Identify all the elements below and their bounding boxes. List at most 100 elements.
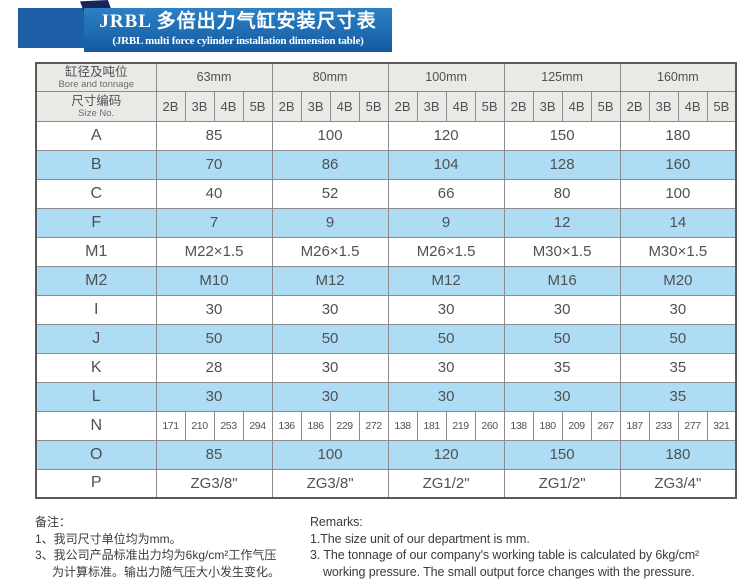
cell-M2-160mm: M20 [619, 265, 737, 296]
row-label-C: C [35, 178, 157, 209]
cell-K-63mm: 28 [155, 352, 273, 383]
table-row-J: J 50 50 50 50 50 [35, 323, 737, 354]
cell-L-125mm: 30 [503, 381, 621, 412]
size-code-63mm-2B: 2B [155, 90, 186, 122]
cell-M1-63mm: M22×1.5 [155, 236, 273, 267]
table-row-A: A 85 100 120 150 180 [35, 120, 737, 151]
size-code-125mm-2B: 2B [503, 90, 534, 122]
cell-P-63mm: ZG3/8" [155, 468, 273, 499]
cell-B-100mm: 104 [387, 149, 505, 180]
cell-N-100mm-4B: 219 [445, 410, 476, 441]
bore-header-63mm: 63mm [155, 62, 273, 92]
cell-K-100mm: 30 [387, 352, 505, 383]
cell-N-63mm-5B: 294 [242, 410, 273, 441]
size-code-100mm-5B: 5B [474, 90, 505, 122]
cell-C-80mm: 52 [271, 178, 389, 209]
cell-B-160mm: 160 [619, 149, 737, 180]
size-code-100mm-3B: 3B [416, 90, 447, 122]
cell-I-63mm: 30 [155, 294, 273, 325]
table-row-P: P ZG3/8" ZG3/8" ZG1/2" ZG1/2" ZG3/4" [35, 468, 737, 499]
table-row-K: K 28 30 30 35 35 [35, 352, 737, 383]
cell-F-100mm: 9 [387, 207, 505, 238]
cell-A-100mm: 120 [387, 120, 505, 151]
size-code-80mm-3B: 3B [300, 90, 331, 122]
cell-L-160mm: 35 [619, 381, 737, 412]
table-row-I: I 30 30 30 30 30 [35, 294, 737, 325]
cell-C-100mm: 66 [387, 178, 505, 209]
size-code-160mm-5B: 5B [706, 90, 737, 122]
cell-I-160mm: 30 [619, 294, 737, 325]
cell-O-63mm: 85 [155, 439, 273, 470]
table-row-O: O 85 100 120 150 180 [35, 439, 737, 470]
cell-B-63mm: 70 [155, 149, 273, 180]
size-code-100mm-4B: 4B [445, 90, 476, 122]
notes-en-line3: working pressure. The small output force… [323, 564, 695, 579]
table-row-F: F 7 9 9 12 14 [35, 207, 737, 238]
table-row-M1: M1 M22×1.5 M26×1.5 M26×1.5 M30×1.5 M30×1.5 [35, 236, 737, 267]
cell-N-63mm-2B: 171 [155, 410, 186, 441]
cell-F-63mm: 7 [155, 207, 273, 238]
cell-M2-80mm: M12 [271, 265, 389, 296]
cell-N-125mm-5B: 267 [590, 410, 621, 441]
row-label-M1: M1 [35, 236, 157, 267]
bore-header-160mm: 160mm [619, 62, 737, 92]
cell-L-63mm: 30 [155, 381, 273, 412]
cell-A-63mm: 85 [155, 120, 273, 151]
cell-J-160mm: 50 [619, 323, 737, 354]
cell-N-63mm-3B: 210 [184, 410, 215, 441]
notes-zh-line2: 3、我公司产品标准出力均为6kg/cm²工作气压 [35, 548, 277, 562]
cell-K-80mm: 30 [271, 352, 389, 383]
cell-A-125mm: 150 [503, 120, 621, 151]
cell-N-100mm-2B: 138 [387, 410, 418, 441]
cell-A-160mm: 180 [619, 120, 737, 151]
row-label-A: A [35, 120, 157, 151]
cell-M2-63mm: M10 [155, 265, 273, 296]
cell-M1-80mm: M26×1.5 [271, 236, 389, 267]
cell-J-100mm: 50 [387, 323, 505, 354]
cell-N-100mm-5B: 260 [474, 410, 505, 441]
table-row-N: N 171 210 253 294 136 186 229 272 138 181 219 260 138… [35, 410, 737, 441]
cell-N-80mm-3B: 186 [300, 410, 331, 441]
cell-J-80mm: 50 [271, 323, 389, 354]
dimension-table: 缸径及吨位 Bore and tonnage 63mm 80mm 100mm 125mm 1… [35, 62, 738, 499]
row-label-M2: M2 [35, 265, 157, 296]
cell-M1-100mm: M26×1.5 [387, 236, 505, 267]
table-row-B: B 70 86 104 128 160 [35, 149, 737, 180]
table-row-L: L 30 30 30 30 35 [35, 381, 737, 412]
cell-O-80mm: 100 [271, 439, 389, 470]
row-label-K: K [35, 352, 157, 383]
cell-N-160mm-4B: 277 [677, 410, 708, 441]
size-no-header: 尺寸编码 Size No. [35, 90, 157, 122]
notes-zh-title: 备注： [35, 515, 72, 529]
size-code-63mm-4B: 4B [213, 90, 244, 122]
cell-C-63mm: 40 [155, 178, 273, 209]
size-code-80mm-4B: 4B [329, 90, 360, 122]
cell-M1-160mm: M30×1.5 [619, 236, 737, 267]
size-no-label-en: Size No. [78, 107, 115, 119]
row-label-B: B [35, 149, 157, 180]
cell-N-160mm-3B: 233 [648, 410, 679, 441]
cell-N-63mm-4B: 253 [213, 410, 244, 441]
size-code-160mm-2B: 2B [619, 90, 650, 122]
cell-F-80mm: 9 [271, 207, 389, 238]
bore-tonnage-label-zh: 缸径及吨位 [64, 64, 128, 79]
notes-en-line1: 1.The size unit of our department is mm. [310, 531, 530, 546]
cell-F-160mm: 14 [619, 207, 737, 238]
cell-P-100mm: ZG1/2" [387, 468, 505, 499]
notes-zh-line1: 1、我司尺寸单位均为mm。 [35, 531, 182, 546]
cell-N-160mm-5B: 321 [706, 410, 737, 441]
cell-N-160mm-2B: 187 [619, 410, 650, 441]
cell-J-125mm: 50 [503, 323, 621, 354]
cell-I-125mm: 30 [503, 294, 621, 325]
cell-J-63mm: 50 [155, 323, 273, 354]
cell-N-100mm-3B: 181 [416, 410, 447, 441]
notes-en-title: Remarks: [310, 515, 363, 529]
bore-header-125mm: 125mm [503, 62, 621, 92]
cell-C-160mm: 100 [619, 178, 737, 209]
page-title: JRBL 多倍出力气缸安装尺寸表 [99, 11, 377, 32]
size-code-125mm-3B: 3B [532, 90, 563, 122]
cell-I-100mm: 30 [387, 294, 505, 325]
bore-header-100mm: 100mm [387, 62, 505, 92]
notes-en-line2: 3. The tonnage of our company's working … [310, 548, 700, 562]
